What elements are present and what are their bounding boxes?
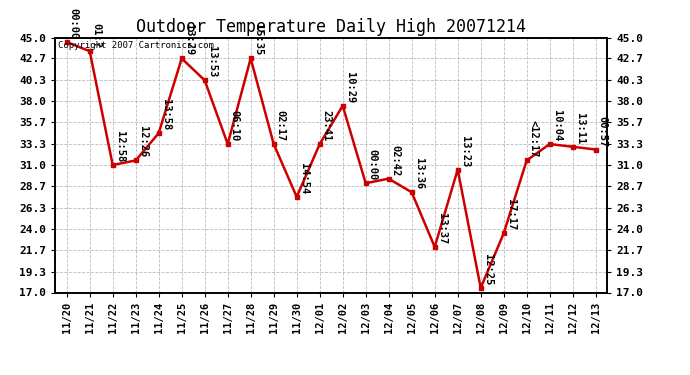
Text: 02:42: 02:42 bbox=[391, 145, 400, 176]
Text: 15:35: 15:35 bbox=[253, 24, 262, 56]
Text: 13:29: 13:29 bbox=[184, 24, 193, 56]
Text: 13:11: 13:11 bbox=[575, 113, 584, 144]
Text: 00:57: 00:57 bbox=[598, 116, 607, 147]
Text: 10:29: 10:29 bbox=[344, 72, 355, 103]
Text: 23:41: 23:41 bbox=[322, 110, 331, 141]
Text: 13:53: 13:53 bbox=[206, 46, 217, 78]
Text: 10:04: 10:04 bbox=[551, 110, 562, 141]
Text: 14:54: 14:54 bbox=[299, 163, 308, 194]
Text: 13:58: 13:58 bbox=[161, 99, 170, 130]
Text: 00:00: 00:00 bbox=[68, 8, 79, 39]
Text: 06:10: 06:10 bbox=[230, 110, 239, 141]
Text: 12:25: 12:25 bbox=[482, 254, 493, 285]
Text: 17:17: 17:17 bbox=[506, 200, 515, 231]
Text: 00:00: 00:00 bbox=[368, 149, 377, 180]
Text: 12:26: 12:26 bbox=[137, 126, 148, 158]
Text: Copyright 2007 Cartronics.com: Copyright 2007 Cartronics.com bbox=[58, 41, 214, 50]
Text: 01:?: 01:? bbox=[92, 23, 101, 48]
Text: <12:17: <12:17 bbox=[529, 120, 538, 158]
Text: 13:23: 13:23 bbox=[460, 136, 469, 167]
Title: Outdoor Temperature Daily High 20071214: Outdoor Temperature Daily High 20071214 bbox=[136, 18, 526, 36]
Text: 12:58: 12:58 bbox=[115, 131, 124, 162]
Text: 13:36: 13:36 bbox=[413, 158, 424, 190]
Text: 13:37: 13:37 bbox=[437, 213, 446, 244]
Text: 02:17: 02:17 bbox=[275, 110, 286, 141]
